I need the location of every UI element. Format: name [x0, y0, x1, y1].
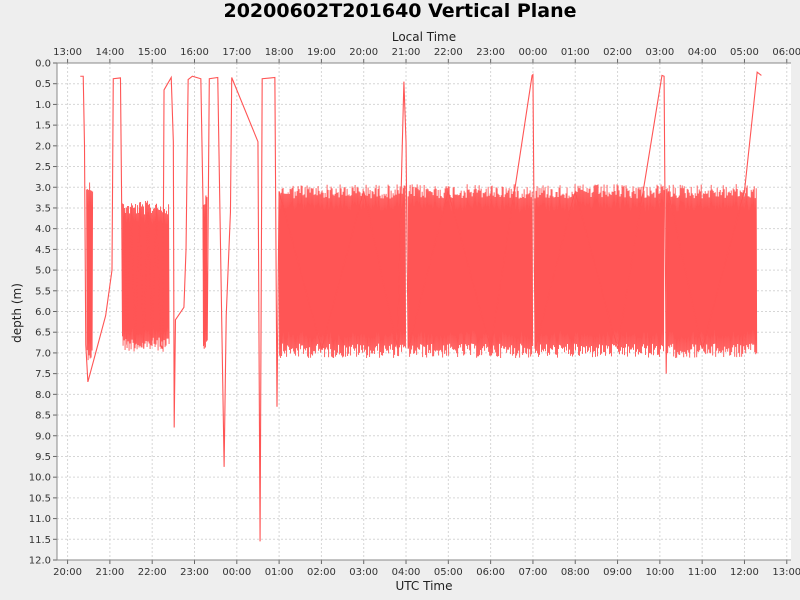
y-tick-label: 2.5: [35, 162, 51, 173]
profile-segment: [407, 184, 534, 359]
y-tick-label: 0.0: [35, 59, 51, 70]
x-tick-label-utc: 01:00: [265, 567, 294, 578]
y-tick-label: 7.5: [35, 369, 51, 380]
x-tick-label-local: 05:00: [730, 47, 759, 58]
x-tick-label-local: 22:00: [434, 47, 463, 58]
axis-layer: 0.0 0.5 1.0 1.5 2.0 2.5 3.0 3.5 4.0 4.5 5.0 5.5 6.0 6…: [29, 47, 800, 578]
y-tick-label: 7.0: [35, 348, 51, 359]
x-tick-label-utc: 12:00: [730, 567, 759, 578]
y-tick-label: 0.5: [35, 79, 51, 90]
profile-segment: [534, 184, 665, 358]
y-tick-label: 3.0: [35, 183, 51, 194]
x-tick-label-local: 17:00: [222, 47, 251, 58]
y-tick-label: 12.0: [29, 556, 51, 567]
profile-segment: [665, 184, 758, 359]
x-tick-label-utc: 20:00: [53, 567, 82, 578]
y-tick-label: 8.5: [35, 411, 51, 422]
y-tick-label: 5.5: [35, 286, 51, 297]
x-tick-label-utc: 03:00: [349, 567, 378, 578]
chart-title: 20200602T201640 Vertical Plane: [223, 0, 577, 22]
x-tick-label-local: 19:00: [307, 47, 336, 58]
x-tick-label-utc: 11:00: [688, 567, 717, 578]
x-tick-label-utc: 00:00: [222, 567, 251, 578]
x-tick-label-utc: 02:00: [307, 567, 336, 578]
x-tick-label-local: 00:00: [519, 47, 548, 58]
y-tick-label: 8.0: [35, 390, 51, 401]
x-tick-label-local: 14:00: [95, 47, 124, 58]
y-tick-label: 10.5: [29, 493, 51, 504]
x-tick-label-local: 01:00: [561, 47, 590, 58]
y-tick-label: 9.5: [35, 452, 51, 463]
x-axis-label: UTC Time: [396, 579, 453, 593]
y-tick-label: 1.0: [35, 100, 51, 111]
y-axis-label: depth (m): [10, 283, 24, 343]
x-tick-label-local: 18:00: [265, 47, 294, 58]
x-tick-label-utc: 21:00: [95, 567, 124, 578]
y-tick-label: 6.0: [35, 307, 51, 318]
y-tick-label: 2.0: [35, 141, 51, 152]
x-tick-label-local: 02:00: [603, 47, 632, 58]
x-tick-label-utc: 13:00: [772, 567, 800, 578]
top-axis-label: Local Time: [392, 30, 456, 44]
y-tick-label: 4.0: [35, 224, 51, 235]
x-tick-label-utc: 22:00: [138, 567, 167, 578]
profile-segment: [278, 184, 407, 359]
x-tick-label-utc: 05:00: [434, 567, 463, 578]
x-tick-label-local: 15:00: [138, 47, 167, 58]
y-tick-label: 9.0: [35, 431, 51, 442]
data-layer: [80, 71, 762, 542]
x-tick-label-utc: 04:00: [392, 567, 421, 578]
x-tick-label-local: 21:00: [392, 47, 421, 58]
x-tick-label-utc: 07:00: [519, 567, 548, 578]
x-tick-label-local: 03:00: [645, 47, 674, 58]
x-tick-label-local: 20:00: [349, 47, 378, 58]
y-tick-label: 4.5: [35, 245, 51, 256]
x-tick-label-local: 13:00: [53, 47, 82, 58]
x-tick-label-utc: 10:00: [645, 567, 674, 578]
y-tick-label: 6.5: [35, 328, 51, 339]
profile-segment: [86, 182, 94, 361]
x-tick-label-local: 06:00: [772, 47, 800, 58]
x-tick-label-utc: 08:00: [561, 567, 590, 578]
y-tick-label: 11.5: [29, 535, 51, 546]
x-tick-label-utc: 09:00: [603, 567, 632, 578]
y-tick-label: 11.0: [29, 514, 51, 525]
y-tick-label: 5.0: [35, 266, 51, 277]
depth-line: [80, 71, 762, 542]
x-tick-label-utc: 23:00: [180, 567, 209, 578]
y-tick-label: 10.0: [29, 473, 51, 484]
x-tick-label-local: 23:00: [476, 47, 505, 58]
y-tick-label: 3.5: [35, 203, 51, 214]
y-tick-label: 1.5: [35, 121, 51, 132]
x-tick-label-local: 16:00: [180, 47, 209, 58]
x-tick-label-local: 04:00: [688, 47, 717, 58]
x-tick-label-utc: 06:00: [476, 567, 505, 578]
